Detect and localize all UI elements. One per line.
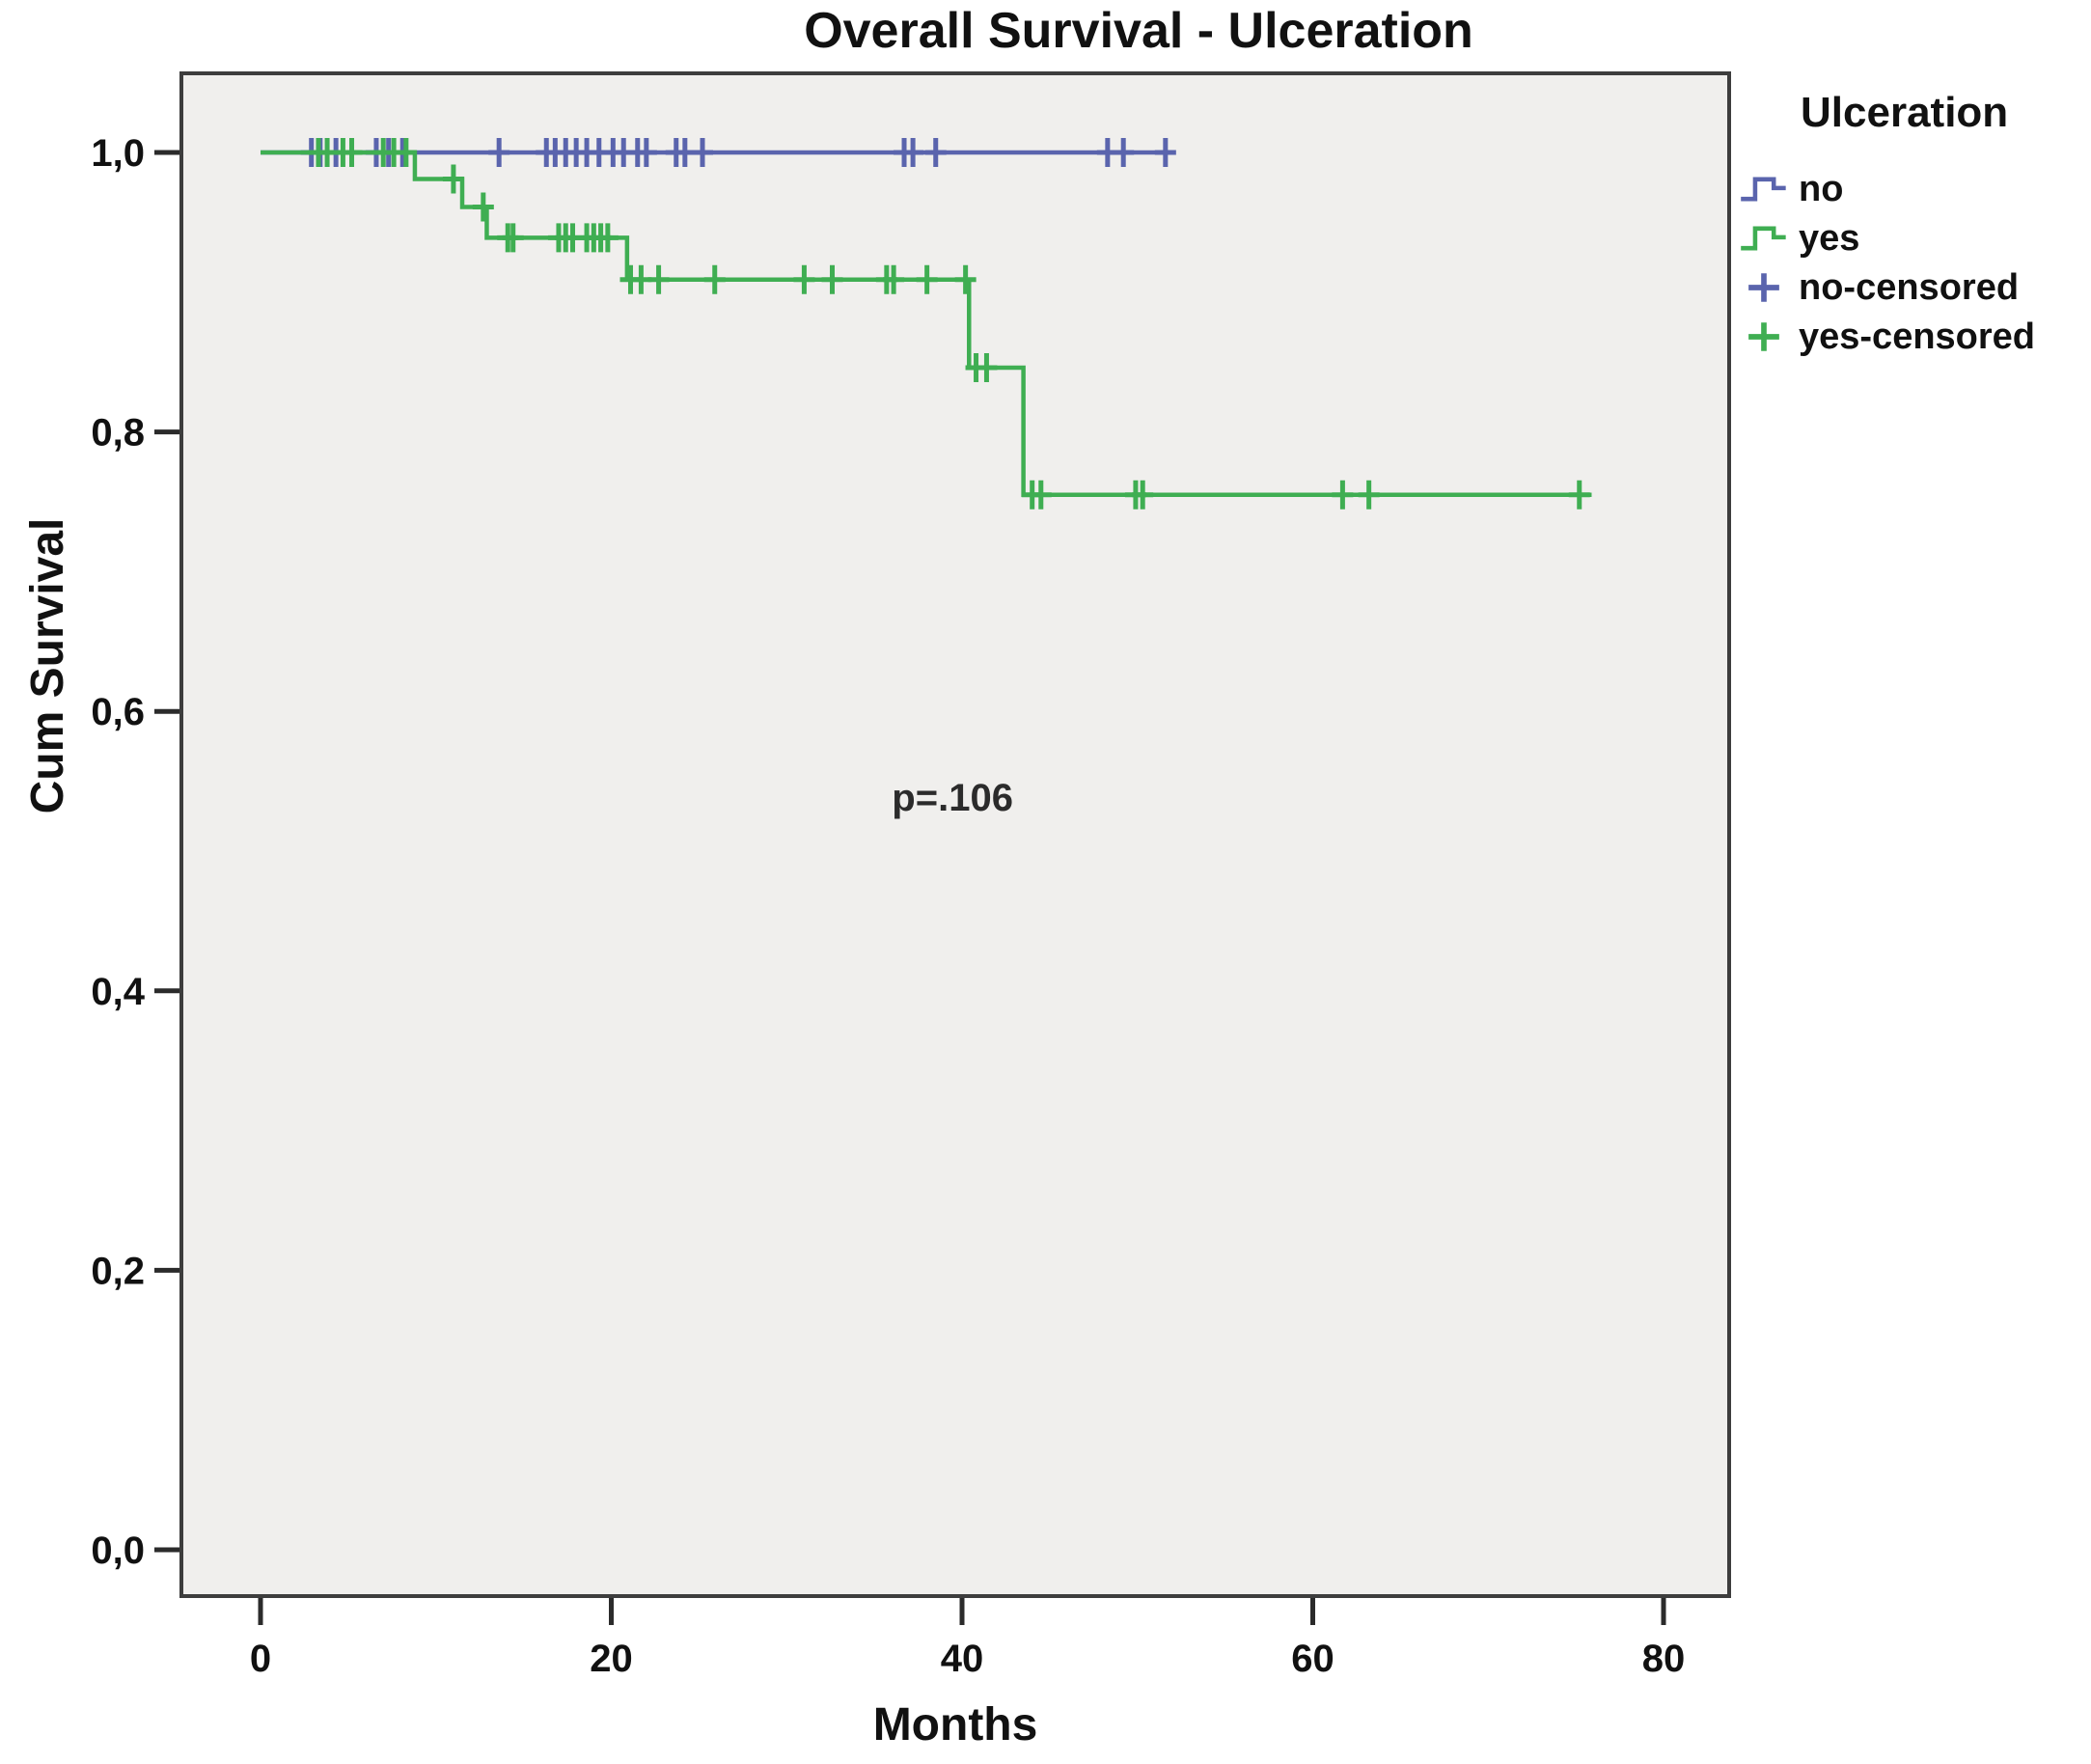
censor-mark-yes [883,264,905,294]
y-tick-label: 0,6 [91,691,145,733]
x-tick-label: 40 [941,1638,984,1680]
censor-mark-yes [793,264,815,294]
legend-entry: no [1737,170,2089,208]
censor-mark-yes [1568,480,1590,510]
censor-mark-yes [703,264,726,294]
y-tick-label: 0,2 [91,1250,145,1292]
censor-mark-no [488,138,510,167]
y-tick-label: 0,0 [91,1530,145,1572]
censor-mark-yes [647,264,670,294]
legend-title: Ulceration [1801,89,2009,136]
censor-mark-yes [596,223,619,253]
x-axis-label: Months [872,1699,1038,1750]
legend-entry-label: yes-censored [1799,317,2036,357]
censor-mark-yes [916,264,938,294]
censor-mark-yes [341,138,363,167]
censor-mark-yes [954,264,977,294]
x-tick-label: 20 [590,1638,633,1680]
censor-mark-yes [1132,480,1154,510]
censor-mark-yes [395,138,417,167]
p-value-annotation: p=.106 [892,777,1013,820]
censor-mark-yes [502,223,524,253]
legend-entry: yes [1737,219,2089,258]
legend-entry-label: no-censored [1799,267,2020,308]
legend-entries: no yes no-censored yes-censored [1737,170,2089,356]
censor-mark-no [635,138,657,167]
censor-mark-no [924,138,947,167]
censor-mark-no [692,138,714,167]
legend-step-icon [1741,177,1786,202]
x-tick-label: 80 [1642,1638,1686,1680]
censor-mark-yes [1332,480,1354,510]
censor-mark-no [1154,138,1176,167]
y-tick-label: 1,0 [91,132,145,175]
legend-plus-icon [1748,273,1779,302]
censor-mark-yes [1358,480,1380,510]
plot-frame [179,71,1731,1598]
censor-mark-yes [821,264,843,294]
x-tick-label: 60 [1291,1638,1334,1680]
y-axis-label: Cum Survival [22,517,73,814]
legend-entry-label: no [1799,169,1844,209]
censor-mark-no [902,138,924,167]
censor-mark-yes [442,164,464,194]
censor-mark-no [1113,138,1135,167]
legend-entry: no-censored [1737,268,2089,307]
chart-title: Overall Survival - Ulceration [804,3,1473,59]
censor-mark-yes [472,192,494,222]
legend-step-icon [1741,226,1786,251]
censor-mark-yes [976,352,998,382]
x-tick-label: 0 [250,1638,271,1680]
legend: Ulceration no yes no-censored yes-censored [1737,89,2089,367]
legend-entry-label: yes [1799,218,1860,259]
legend-entry: yes-censored [1737,317,2089,356]
censor-mark-yes [1030,480,1052,510]
y-tick-label: 0,8 [91,412,145,455]
legend-plus-icon [1748,322,1779,351]
y-tick-label: 0,4 [91,971,145,1013]
